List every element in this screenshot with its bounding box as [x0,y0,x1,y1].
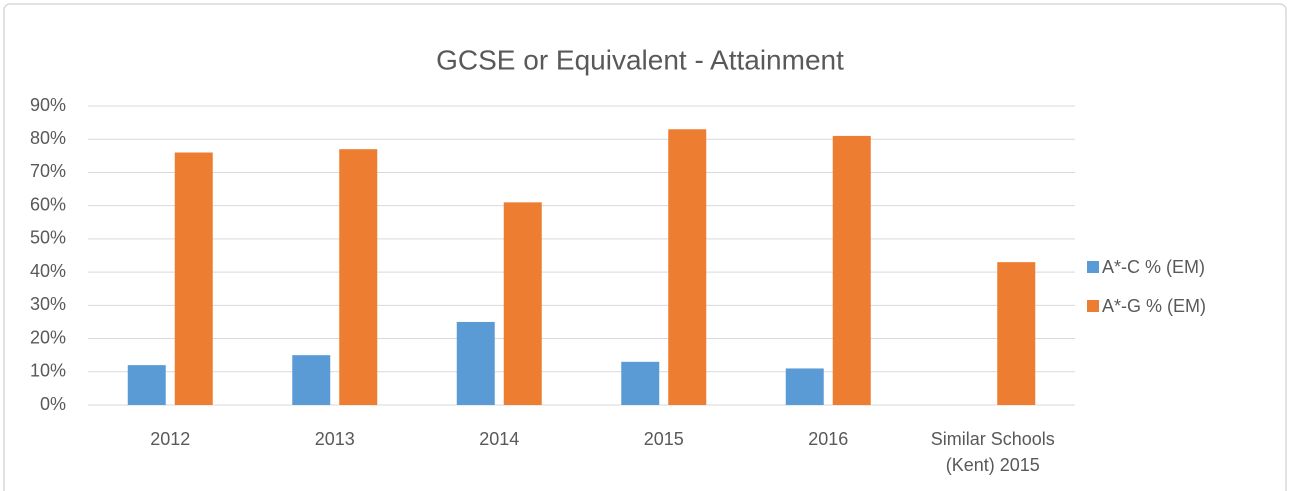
x-tick-label: 2013 [314,429,355,449]
bar [832,135,871,405]
y-tick-label: 10% [30,361,66,381]
bar [127,365,166,405]
y-tick-label: 50% [30,228,66,248]
y-tick-label: 20% [30,327,66,347]
x-tick-label: 2015 [643,429,684,449]
x-tick-label: 2012 [150,429,191,449]
bar [292,355,331,405]
y-tick-label: 30% [30,294,66,314]
bar [621,361,660,405]
bar [785,368,824,405]
x-tick-label: 2014 [479,429,520,449]
legend-swatch [1087,300,1099,312]
bar [997,262,1036,405]
bar [503,202,542,405]
y-tick-label: 90% [30,95,66,115]
y-tick-label: 70% [30,161,66,181]
x-tick-label: Similar Schools (Kent) 2015 [930,429,1055,475]
y-tick-label: 0% [40,394,66,414]
y-tick-label: 60% [30,194,66,214]
chart-title: GCSE or Equivalent - Attainment [436,44,844,75]
legend-label: A*-C % (EM) [1102,257,1205,277]
y-tick-label: 40% [30,261,66,281]
legend-label: A*-G % (EM) [1102,296,1206,316]
bar [339,149,378,405]
bar [174,152,213,405]
legend-swatch [1087,261,1099,273]
y-tick-label: 80% [30,128,66,148]
bar [668,129,707,405]
bar [456,321,495,405]
x-tick-label: 2016 [808,429,849,449]
